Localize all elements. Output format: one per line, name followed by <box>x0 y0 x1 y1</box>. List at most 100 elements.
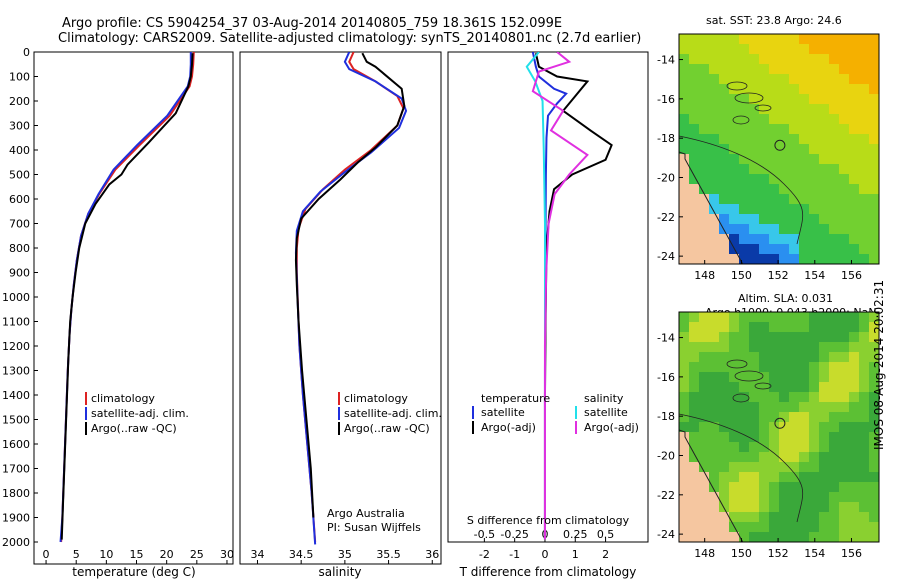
map-cell <box>719 412 729 422</box>
map-cell <box>679 392 689 402</box>
map-cell <box>809 452 819 462</box>
map-cell <box>859 452 869 462</box>
map-cell <box>679 382 689 392</box>
map-cell <box>849 452 859 462</box>
map-cell <box>839 94 849 104</box>
map-cell <box>779 194 789 204</box>
map-cell <box>769 74 779 84</box>
s-tick-label: 0.5 <box>597 528 615 541</box>
map-cell <box>799 492 809 502</box>
map-cell <box>699 184 709 194</box>
map-cell <box>839 332 849 342</box>
series-line-argo <box>60 53 194 540</box>
map-cell <box>859 312 869 322</box>
map-cell <box>849 174 859 184</box>
map-cell <box>739 194 749 204</box>
map-cell <box>849 402 859 412</box>
map-cell <box>809 154 819 164</box>
map-cell <box>839 54 849 64</box>
map-cell <box>819 214 829 224</box>
map-cell <box>689 124 699 134</box>
map-cell <box>699 332 709 342</box>
map-cell <box>859 34 869 44</box>
map-cell <box>849 184 859 194</box>
map-cell <box>859 104 869 114</box>
legend-s-argo-swatch <box>575 421 577 434</box>
map-cell <box>839 312 849 322</box>
x-tick-label: 15 <box>130 548 144 561</box>
map-cell <box>859 54 869 64</box>
map-cell <box>799 184 809 194</box>
map-cell <box>839 44 849 54</box>
map-cell <box>819 392 829 402</box>
map-cell <box>869 352 879 362</box>
map-cell <box>699 362 709 372</box>
series-line-satellite <box>294 52 408 545</box>
map-cell <box>749 432 759 442</box>
map-cell <box>809 522 819 532</box>
map-cell <box>769 84 779 94</box>
map-cell <box>809 194 819 204</box>
map-cell <box>689 154 699 164</box>
map-cell <box>759 532 769 542</box>
map-cell <box>839 244 849 254</box>
map-cell <box>739 392 749 402</box>
lat-tick-label: -16 <box>657 93 675 106</box>
map-cell <box>849 372 859 382</box>
map-cell <box>739 482 749 492</box>
map-cell <box>729 392 739 402</box>
map-cell <box>869 64 879 74</box>
map-cell <box>829 244 839 254</box>
map-cell <box>739 184 749 194</box>
map-cell <box>849 164 859 174</box>
map-cell <box>729 154 739 164</box>
map-cell <box>849 224 859 234</box>
map-cell <box>869 244 879 254</box>
legend-satellite-label: satellite-adj. clim. <box>91 407 189 420</box>
map-cell <box>829 64 839 74</box>
map-cell <box>729 254 739 264</box>
map-cell <box>679 422 689 432</box>
map-cell <box>739 214 749 224</box>
map-cell <box>769 342 779 352</box>
map-cell <box>869 422 879 432</box>
map-cell <box>849 362 859 372</box>
map-cell <box>819 342 829 352</box>
map-cell <box>829 412 839 422</box>
map-cell <box>829 352 839 362</box>
map-cell <box>779 492 789 502</box>
map-cell <box>779 184 789 194</box>
map-cell <box>819 372 829 382</box>
header-title-line2: Climatology: CARS2009. Satellite-adjuste… <box>58 31 642 46</box>
map-cell <box>859 184 869 194</box>
map-cell <box>869 372 879 382</box>
map-cell <box>739 74 749 84</box>
map-cell <box>729 482 739 492</box>
map-cell <box>679 244 689 254</box>
map-cell <box>839 362 849 372</box>
reef-outline <box>734 370 764 382</box>
map-cell <box>739 532 749 542</box>
map-cell <box>739 412 749 422</box>
map-cell <box>689 104 699 114</box>
map-cell <box>809 442 819 452</box>
map-cell <box>759 322 769 332</box>
map-cell <box>779 244 789 254</box>
map-cell <box>839 124 849 134</box>
y-tick-label: 1700 <box>2 463 30 476</box>
lon-tick-label: 156 <box>841 269 862 282</box>
map-cell <box>789 104 799 114</box>
map-cell <box>769 312 779 322</box>
map-cell <box>769 502 779 512</box>
map-cell <box>739 154 749 164</box>
map-cell <box>819 34 829 44</box>
map-cell <box>729 382 739 392</box>
map-cell <box>849 34 859 44</box>
map-cell <box>779 352 789 362</box>
map-cell <box>699 194 709 204</box>
map-cell <box>729 134 739 144</box>
map-cell <box>789 94 799 104</box>
map-cell <box>849 114 859 124</box>
legend-salinity-title: salinity <box>584 392 624 405</box>
map-cell <box>849 94 859 104</box>
